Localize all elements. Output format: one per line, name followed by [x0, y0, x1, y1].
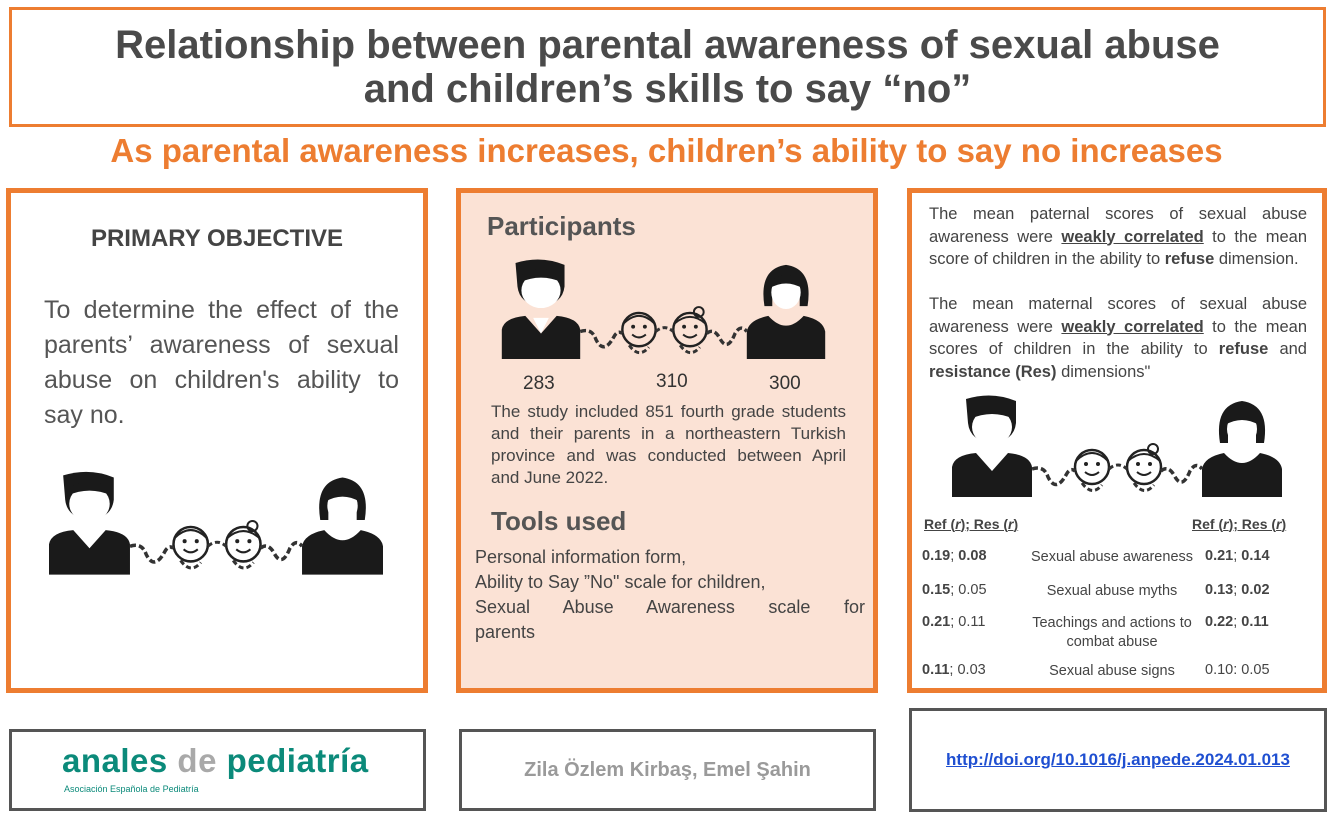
objective-text: To determine the effect of the parents’ …: [44, 296, 399, 429]
participants-family-icon: [500, 257, 827, 361]
tool-item: Sexual Abuse Awareness scale for: [475, 597, 865, 617]
title-line-2: and children’s skills to say “no”: [363, 67, 972, 111]
paternal-finding: The mean paternal scores of sexual abuse…: [929, 205, 1307, 268]
tools-list: Personal information form, Ability to Sa…: [475, 545, 865, 645]
objective-panel: PRIMARY OBJECTIVE To determine the effec…: [6, 188, 428, 693]
tool-item: Ability to Say ”No" scale for children,: [475, 572, 766, 592]
authors-box: Zila Özlem Kirbaş, Emel Şahin: [459, 729, 876, 811]
tool-item: Personal information form,: [475, 547, 687, 567]
emphasis: weakly correlated: [1061, 317, 1204, 336]
mother-correlation-header: Ref (r); Res (r): [1192, 516, 1287, 532]
fathers-count: 283: [523, 373, 555, 394]
children-count: 310: [656, 371, 688, 392]
doi-link[interactable]: http://doi.org/10.1016/j.anpede.2024.01.…: [946, 750, 1290, 769]
family-icon: [47, 470, 385, 577]
results-family-icon: [950, 393, 1284, 499]
study-description: The study included 851 fourth grade stud…: [491, 402, 846, 487]
results-panel: The mean paternal scores of sexual abuse…: [907, 188, 1327, 693]
participants-panel: Participants 283 310 300 The study inclu…: [456, 188, 878, 693]
doi-box: http://doi.org/10.1016/j.anpede.2024.01.…: [909, 708, 1327, 812]
maternal-finding: The mean maternal scores of sexual abuse…: [929, 295, 1307, 381]
tools-heading: Tools used: [491, 506, 627, 536]
journal-logo-box: anales de pediatría Asociación Española …: [9, 729, 426, 811]
authors: Zila Özlem Kirbaş, Emel Şahin: [524, 758, 811, 781]
journal-logo: anales de pediatría: [62, 742, 369, 779]
participants-heading: Participants: [487, 211, 636, 241]
title-box: Relationship between parental awareness …: [9, 7, 1326, 127]
father-correlation-header: Ref (r); Res (r): [924, 516, 1019, 532]
emphasis: weakly correlated: [1061, 227, 1204, 246]
mothers-count: 300: [769, 373, 801, 394]
page-title: Relationship between parental awareness …: [115, 23, 1220, 111]
title-line-1: Relationship between parental awareness …: [115, 23, 1220, 67]
objective-heading: PRIMARY OBJECTIVE: [90, 225, 344, 252]
tool-item: parents: [475, 622, 536, 642]
journal-subtitle: Asociación Española de Pediatría: [64, 784, 199, 794]
subtitle: As parental awareness increases, childre…: [110, 132, 1223, 169]
